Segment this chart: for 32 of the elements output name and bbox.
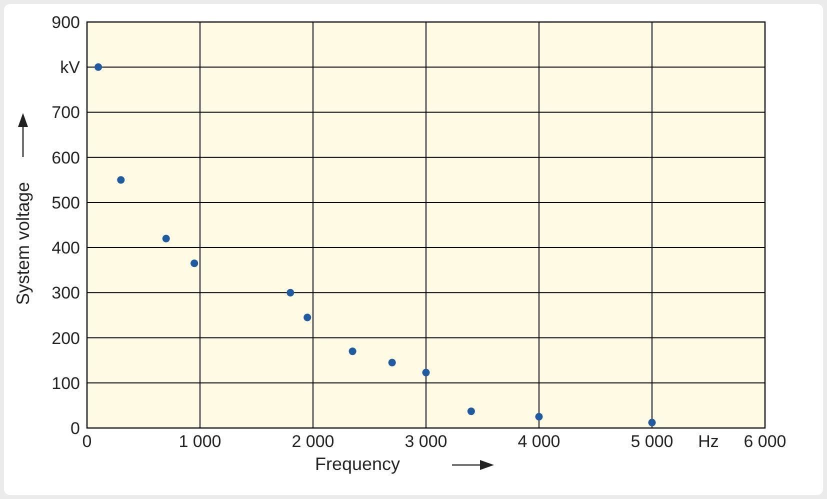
x-tick-label: 4 000	[518, 432, 560, 451]
y-tick-label: 700	[52, 103, 80, 122]
point	[94, 63, 102, 71]
point	[117, 176, 125, 184]
point	[162, 234, 170, 242]
y-tick-label: 300	[52, 284, 80, 303]
point	[422, 368, 430, 376]
x-tick-label: 5 000	[630, 432, 674, 451]
point	[286, 288, 294, 296]
y-tick-label: 200	[52, 328, 80, 348]
point	[467, 408, 475, 416]
y-tick-label: 500	[52, 193, 80, 212]
y-tick-label: 400	[52, 238, 80, 258]
y-tick-label: 100	[52, 374, 80, 393]
x-axis-title: Frequency	[314, 454, 400, 474]
y-tick-label: 900	[52, 13, 80, 32]
y-axis-title: System voltage	[13, 182, 33, 305]
x-tick-label: 0	[82, 432, 92, 451]
y-tick-label: 0	[70, 419, 80, 438]
text: Hz	[698, 432, 719, 451]
point	[648, 418, 656, 426]
point	[304, 314, 312, 322]
point	[535, 412, 543, 421]
x-tick-label: 2 000	[292, 432, 334, 451]
x-tick-label: 3 000	[404, 432, 448, 451]
y-tick-label: 600	[52, 148, 80, 168]
point	[190, 260, 198, 268]
point	[388, 358, 396, 366]
point	[348, 348, 356, 356]
x-tick-label: 1 000	[178, 432, 222, 451]
x-tick-label: 6 000	[744, 432, 786, 451]
y-tick-label: kV	[60, 58, 81, 78]
